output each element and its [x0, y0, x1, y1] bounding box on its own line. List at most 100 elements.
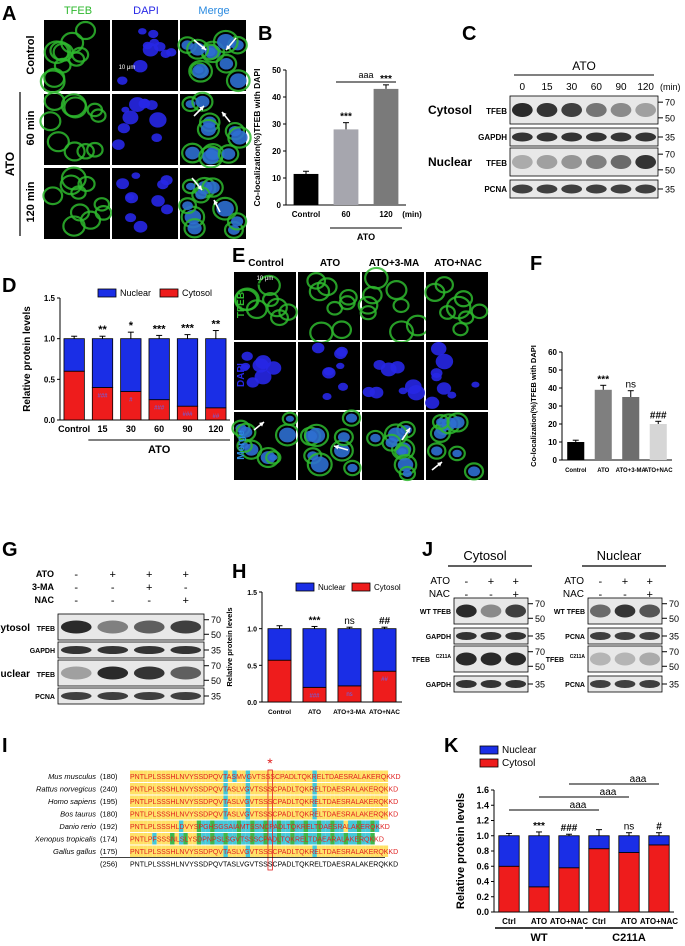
residue-highlight: [352, 795, 357, 807]
cell-nucleus: [202, 149, 220, 165]
treatment-sign: -: [184, 582, 188, 594]
blot-band: [455, 680, 477, 688]
residue-highlight: [321, 845, 326, 857]
residue-highlight: [325, 783, 331, 795]
category-label: Ctrl: [502, 917, 516, 926]
cell-cytoplasm: [236, 438, 253, 453]
cell-nucleus: [221, 148, 236, 160]
residue-highlight: [219, 845, 224, 857]
blot-band: [610, 132, 632, 142]
residue-highlight: [308, 808, 313, 820]
residue-highlight: [290, 833, 295, 845]
y-tick-label: 1.0: [476, 831, 489, 841]
residue-highlight: [152, 808, 157, 820]
panel-k-chart: 0.00.20.40.60.81.01.21.41.6Ctrl***ATO###…: [455, 745, 678, 944]
residue-highlight: [130, 833, 135, 845]
residue-highlight: [303, 783, 308, 795]
cell-cytoplasm: [76, 143, 95, 160]
residue-highlight: [321, 833, 326, 845]
panel-i-sequence-alignment: Mus musculus (180) PNTLPLSSSHLNVYSSDPQVTAS…: [34, 755, 401, 871]
cell-nucleus: [385, 437, 398, 448]
arrow-head: [226, 45, 231, 50]
residue-highlight: [161, 808, 166, 820]
residue-highlight: [205, 808, 211, 820]
cell-nucleus: [398, 448, 407, 455]
cell-cytoplasm: [86, 102, 104, 118]
cell-nucleus: [187, 222, 202, 235]
cell-cytoplasm: [225, 69, 251, 93]
residue-highlight: [374, 845, 380, 857]
cell-nucleus: [447, 391, 457, 399]
category-label: ATO+NAC: [644, 468, 673, 474]
residue-highlight: [374, 770, 380, 782]
residue-highlight: [343, 820, 349, 832]
category-label: ATO+NAC: [640, 917, 678, 926]
bar-0: [293, 173, 319, 205]
arrow-marker: [253, 421, 265, 431]
blot-band: [536, 184, 558, 194]
legend-label: Cytosol: [502, 758, 535, 769]
marker-label: 70: [211, 615, 221, 625]
bar-cytosol-0: [63, 370, 85, 421]
residue-highlight: [250, 783, 255, 795]
species-name: Bos taurus: [60, 810, 96, 819]
residue-highlight: [241, 845, 246, 857]
cell-nucleus: [322, 367, 336, 379]
residue-highlight: [227, 820, 233, 832]
residue-highlight: [316, 833, 322, 845]
cell-cytoplasm: [186, 38, 210, 60]
significance-label: ns: [344, 616, 355, 627]
residue-highlight: [254, 808, 260, 820]
bar-nuclear-1: [302, 628, 327, 688]
blot-band: [536, 155, 558, 169]
significance-label: ***: [340, 112, 352, 123]
residue-highlight: [361, 808, 366, 820]
lane-label: 60: [591, 82, 603, 93]
blot-band: [480, 652, 502, 666]
y-tick-label: 0.0: [44, 416, 56, 425]
residue-highlight: [187, 808, 193, 820]
residue-highlight: [165, 820, 171, 832]
residue-highlight: [361, 845, 366, 857]
residue-highlight: [130, 808, 135, 820]
category-label: 15: [97, 424, 107, 434]
significance-label: ns: [625, 380, 636, 391]
residue-highlight: [365, 845, 371, 857]
residue-highlight: [254, 833, 260, 845]
group-label: ATO: [572, 59, 596, 73]
treatment-label: NAC: [35, 595, 55, 605]
residue-highlight: [219, 833, 224, 845]
residue-highlight: [352, 845, 357, 857]
residue-highlight: [339, 820, 344, 832]
y-tick-label: 20: [272, 147, 281, 156]
residue-highlight: [205, 820, 211, 832]
cell-nucleus: [369, 386, 384, 399]
residue-highlight: [272, 845, 277, 857]
residue-highlight: [156, 783, 162, 795]
residue-highlight: [236, 770, 242, 782]
cell-cytoplasm: [357, 295, 379, 315]
residue-highlight: [325, 845, 331, 857]
residue-highlight: [254, 820, 260, 832]
marker-label: 50: [211, 630, 221, 640]
blot-band: [170, 620, 202, 634]
residue-highlight: [316, 820, 322, 832]
residue-highlight: [299, 820, 304, 832]
residue-highlight: [236, 833, 242, 845]
bar-cytosol-2: [558, 867, 580, 913]
residue-highlight: [334, 795, 340, 807]
protein-label: PCNA: [484, 185, 507, 194]
residue-highlight: [219, 795, 224, 807]
residue-highlight: [214, 845, 219, 857]
row-label: TFEB: [236, 292, 247, 318]
residue-highlight: [178, 795, 184, 807]
y-tick-label: 50: [272, 66, 281, 75]
residue-highlight: [192, 783, 197, 795]
cell-cytoplasm: [217, 144, 240, 164]
residue-highlight: [325, 833, 331, 845]
marker-label: 35: [211, 646, 221, 656]
residue-highlight: [365, 833, 371, 845]
cell-nucleus: [192, 63, 209, 79]
cysteine-column-box: [267, 769, 273, 871]
arrow-head: [201, 45, 206, 50]
